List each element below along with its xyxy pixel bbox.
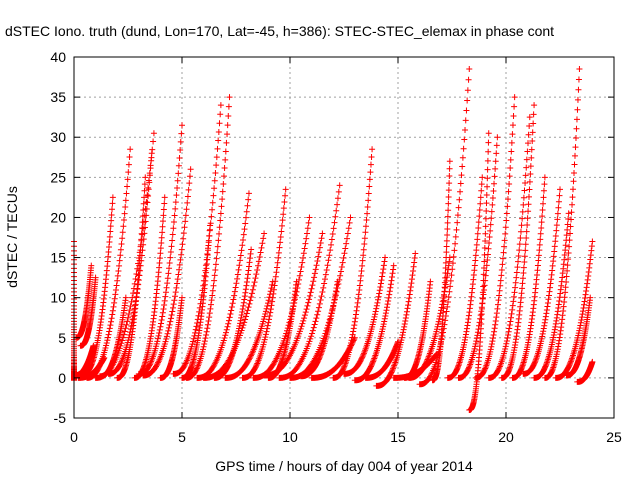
plot-frame: [73, 56, 615, 419]
y-tick-label: 40: [50, 49, 66, 65]
x-tick-label: 15: [390, 429, 406, 445]
data-pass: [79, 194, 116, 377]
data-pass: [373, 250, 419, 389]
y-tick-label: 15: [50, 250, 66, 266]
series-5: [330, 146, 440, 389]
y-tick-label: 5: [58, 330, 66, 346]
data-pass: [297, 278, 341, 380]
data-pass: [531, 210, 572, 381]
y-tick-label: 30: [50, 129, 66, 145]
data-pass: [170, 102, 224, 377]
x-tick-label: 25: [606, 429, 622, 445]
data-pass: [520, 186, 563, 377]
data-pass: [96, 294, 129, 380]
series-3: [140, 94, 276, 381]
data-pass: [211, 246, 255, 381]
data-pass: [341, 254, 389, 377]
data-pass: [222, 278, 276, 381]
data-pass: [183, 94, 233, 381]
y-tick-label: 0: [58, 370, 66, 386]
data-pass: [276, 182, 343, 381]
x-tick-label: 10: [282, 429, 298, 445]
data-pass: [509, 174, 548, 381]
series-2: [79, 122, 185, 381]
y-tick-label: 20: [50, 209, 66, 225]
data-pass: [541, 66, 583, 381]
data-pass: [444, 174, 486, 381]
data-pass: [157, 294, 185, 381]
data-pass: [405, 254, 453, 381]
ticks: [73, 56, 615, 419]
y-tick-label: -5: [54, 410, 67, 426]
x-tick-label: 0: [70, 429, 78, 445]
series-6: [405, 66, 518, 413]
y-tick-label: 35: [50, 89, 66, 105]
chart-title: dSTEC Iono. truth (dund, Lon=170, Lat=-4…: [5, 23, 554, 39]
data-pass: [563, 294, 594, 379]
data-pass: [140, 166, 194, 379]
data-pass: [455, 134, 501, 381]
x-tick-label: 5: [178, 429, 186, 445]
data-pass: [83, 146, 134, 381]
data-pass: [77, 274, 99, 349]
data-pass: [485, 114, 533, 381]
x-tick-label: 20: [498, 429, 514, 445]
y-tick-label: 25: [50, 169, 66, 185]
data-pass: [429, 158, 453, 384]
data-pass: [239, 186, 289, 381]
data-pass: [114, 174, 149, 381]
data-pass: [330, 146, 376, 381]
data-pass: [362, 338, 401, 381]
data-pass: [574, 358, 596, 385]
data-pass: [552, 238, 596, 381]
data-pass: [472, 94, 518, 381]
grid: [74, 57, 614, 418]
y-axis-label: dSTEC / TECUs: [4, 186, 20, 288]
data-pass: [498, 102, 538, 381]
series-4: [239, 182, 358, 381]
data-pass: [265, 278, 300, 381]
series-7: [485, 66, 596, 385]
data-pass: [194, 190, 252, 381]
y-tick-label: 10: [50, 290, 66, 306]
x-axis-label: GPS time / hours of day 004 of year 2014: [215, 458, 473, 474]
